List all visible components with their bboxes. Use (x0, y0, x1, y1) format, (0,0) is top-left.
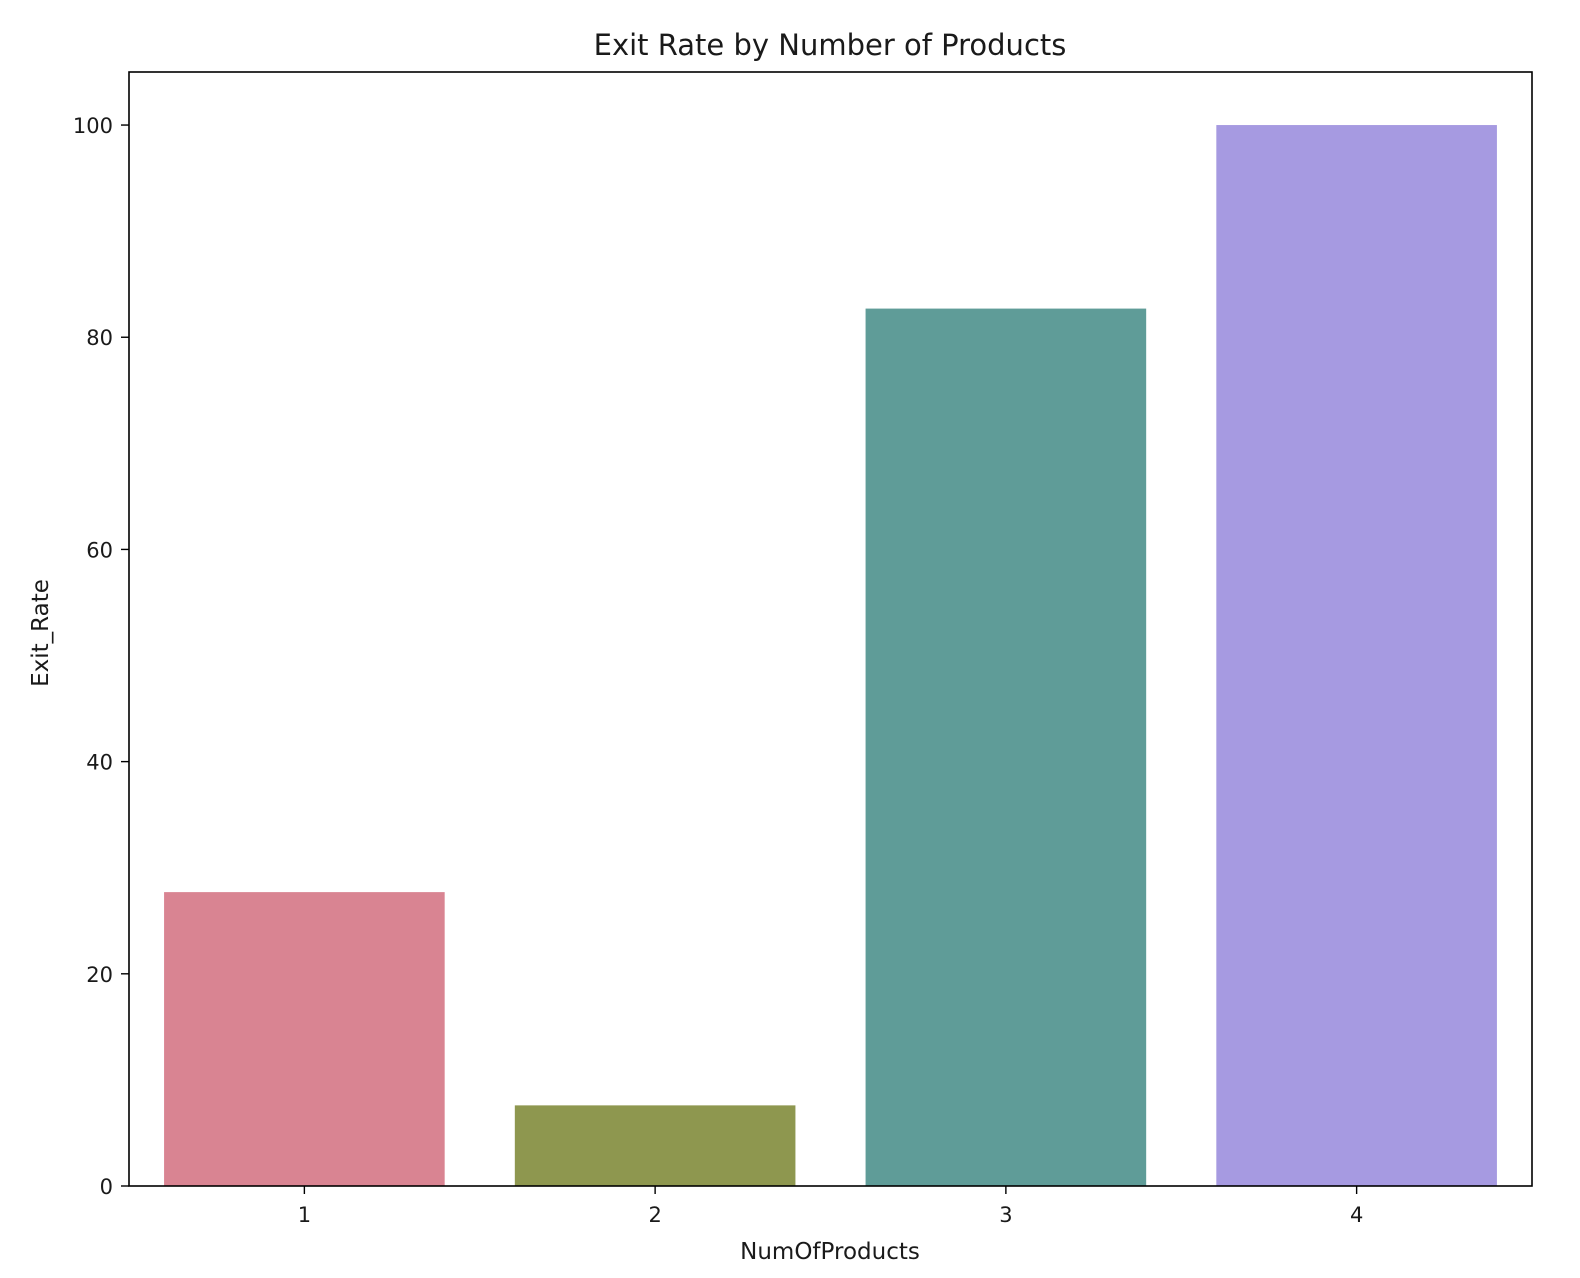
bar-3 (865, 308, 1147, 1186)
y-tick-label: 80 (86, 326, 113, 350)
y-axis-label: Exit_Rate (28, 579, 54, 687)
y-tick-label: 60 (86, 538, 113, 562)
y-tick-label: 0 (100, 1175, 113, 1199)
bar-1 (164, 892, 445, 1186)
bar-4 (1216, 125, 1497, 1187)
y-axis-ticks: 0 20 40 60 80 100 (73, 114, 129, 1199)
x-axis-ticks: 1 2 3 4 (298, 1186, 1363, 1227)
bars-group (164, 125, 1497, 1187)
chart-title: Exit Rate by Number of Products (594, 28, 1067, 62)
x-axis-label: NumOfProducts (740, 1239, 920, 1265)
x-tick-label: 2 (648, 1203, 661, 1227)
bar-2 (514, 1105, 796, 1186)
y-tick-label: 100 (73, 114, 113, 138)
x-tick-label: 3 (999, 1203, 1012, 1227)
x-tick-label: 4 (1350, 1203, 1363, 1227)
y-tick-label: 40 (86, 751, 113, 775)
plot-frame (128, 71, 1533, 1187)
y-tick-label: 20 (86, 963, 113, 987)
x-tick-label: 1 (298, 1203, 311, 1227)
